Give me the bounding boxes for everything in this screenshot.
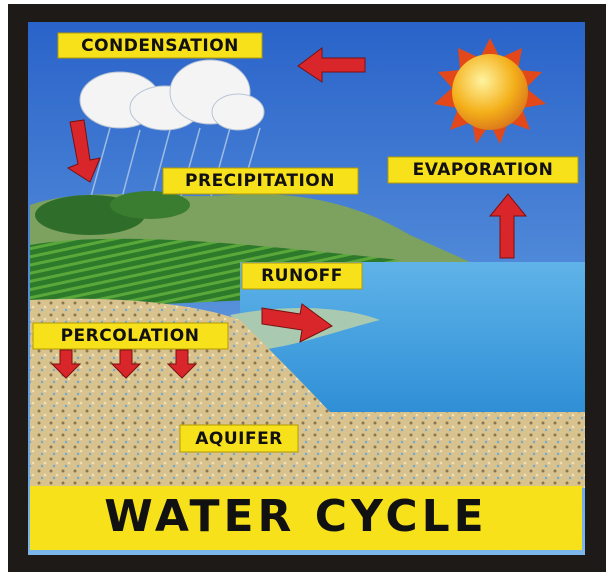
water-cycle-diagram: CONDENSATION PRECIPITATION EVAPORATION R…	[0, 0, 613, 577]
label: CONDENSATION	[81, 36, 239, 56]
title: WATER CYCLE	[104, 491, 487, 542]
label: AQUIFER	[195, 429, 283, 449]
label: PRECIPITATION	[185, 171, 335, 191]
trees	[110, 191, 190, 219]
label: PERCOLATION	[61, 326, 200, 346]
label: EVAPORATION	[413, 160, 554, 180]
label: RUNOFF	[261, 266, 343, 286]
